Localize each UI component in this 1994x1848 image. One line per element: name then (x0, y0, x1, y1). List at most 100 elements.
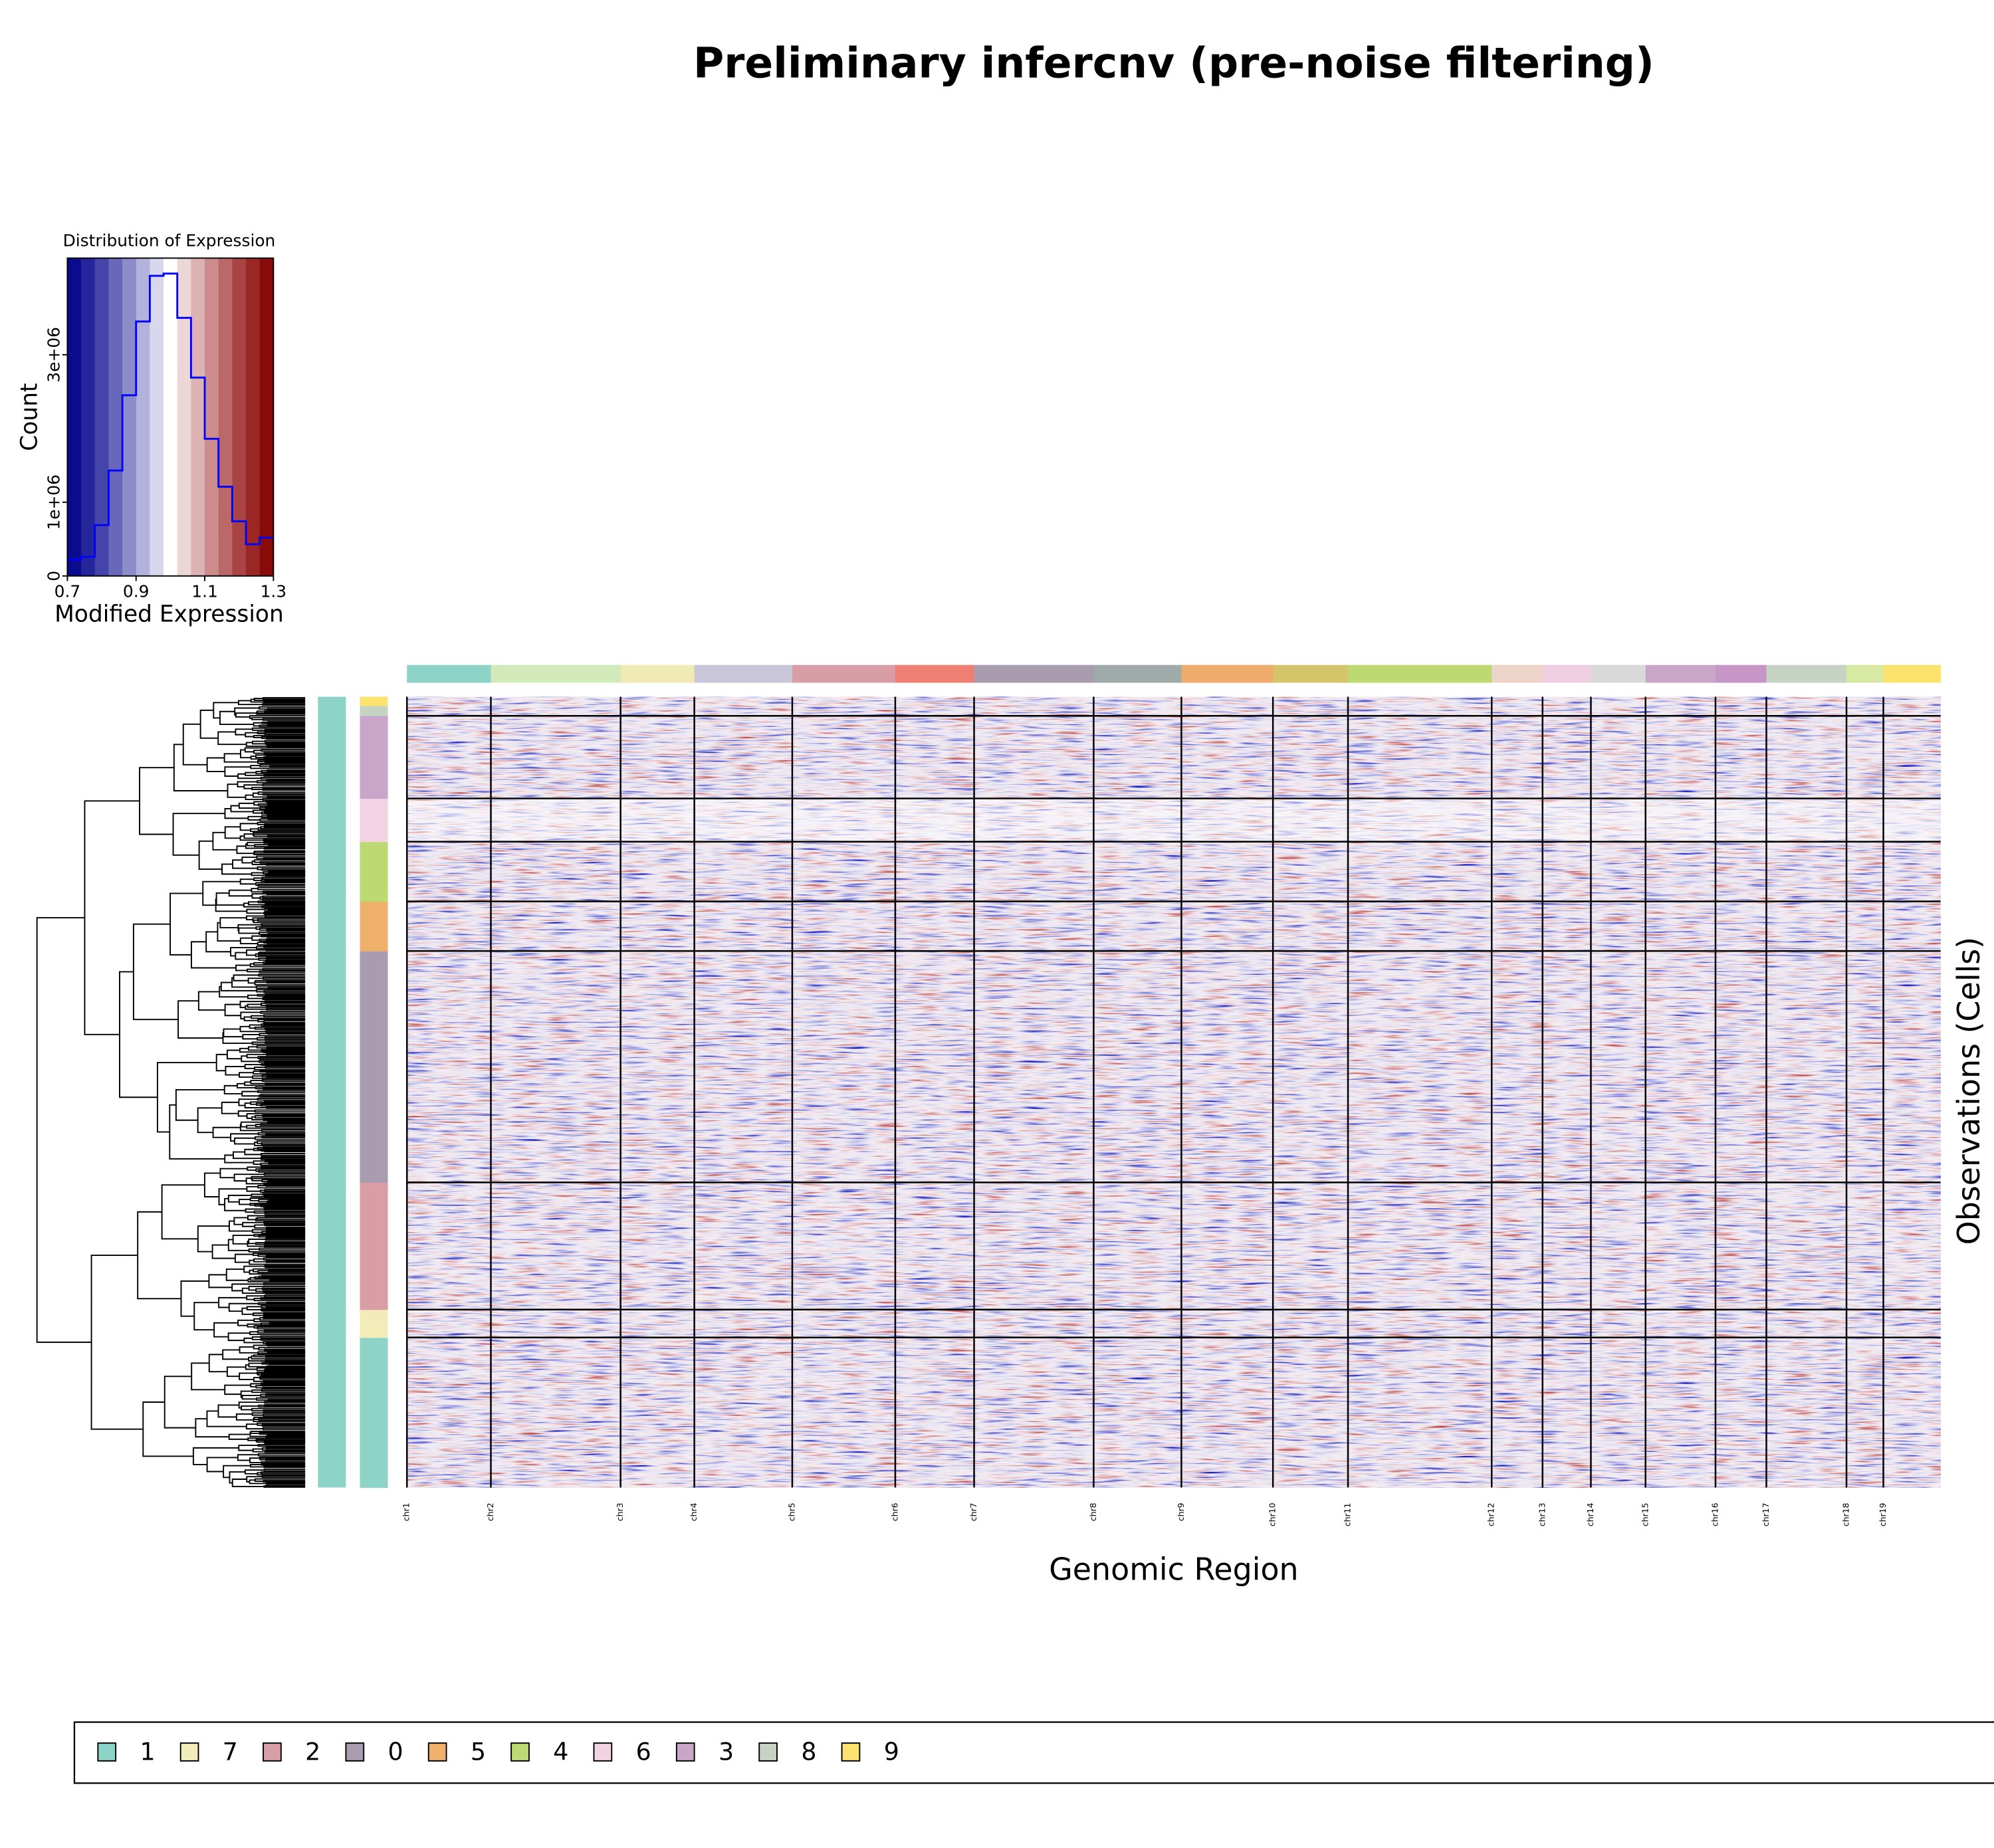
chromosome-bar (407, 665, 492, 683)
chromosome-bar (1715, 665, 1767, 683)
legend-swatch (593, 1742, 613, 1762)
chromosome-bar (1348, 665, 1492, 683)
legend-swatch (345, 1742, 365, 1762)
legend-label: 6 (636, 1737, 651, 1766)
legend-label: 7 (223, 1737, 238, 1766)
x-tick-label: 0.7 (55, 582, 81, 601)
chromosome-label: chr7 (968, 1503, 978, 1522)
chromosome-bar (491, 665, 621, 683)
group-bar (360, 1309, 388, 1338)
color-band (218, 258, 233, 576)
chromosome-label: chr10 (1268, 1502, 1277, 1526)
chromosome-label: chr1 (401, 1503, 411, 1522)
group-bar (360, 798, 388, 843)
legend-swatch (675, 1742, 695, 1762)
legend-label: 5 (471, 1737, 486, 1766)
chromosome-bar (1883, 665, 1941, 683)
legend-swatch (263, 1742, 282, 1762)
color-band (164, 258, 178, 576)
color-band (177, 258, 191, 576)
group-bar (360, 951, 388, 1183)
legend-label: 4 (553, 1737, 568, 1766)
hist-frame (66, 257, 275, 577)
chromosome-bar (895, 665, 975, 683)
color-band (205, 258, 219, 576)
legend-label: 9 (884, 1737, 899, 1766)
color-band (108, 258, 123, 576)
chromosome-label: chr12 (1486, 1503, 1496, 1527)
group-bar (360, 841, 388, 902)
legend-label: 0 (388, 1737, 403, 1766)
hist-title: Distribution of Expression (63, 231, 276, 251)
legend-swatch (97, 1742, 117, 1762)
chromosome-label: chr4 (689, 1502, 699, 1521)
dendrogram (36, 696, 306, 1488)
legend-swatch (179, 1742, 199, 1762)
chromosome-label: chr3 (615, 1503, 625, 1522)
chromosome-bar (1766, 665, 1847, 683)
color-band (94, 258, 109, 576)
color-band (150, 258, 164, 576)
chromosome-label: chr11 (1343, 1503, 1353, 1527)
chromosome-bar (694, 665, 793, 683)
chromosome-label: chr15 (1640, 1503, 1650, 1527)
legend-label: 3 (719, 1737, 734, 1766)
color-band (232, 258, 247, 576)
chromosome-label: chr13 (1537, 1503, 1547, 1527)
chromosome-label: chr16 (1710, 1502, 1719, 1526)
chromosome-bar (1492, 665, 1543, 683)
hist-ylabel: Count (16, 383, 43, 451)
legend-swatch (427, 1742, 447, 1762)
heatmap-ylabel: Observations (Cells) (1951, 937, 1987, 1245)
hist-xlabel: Modified Expression (55, 601, 284, 628)
group-bar (360, 1337, 388, 1489)
y-tick-label: 1e+06 (44, 474, 63, 530)
chromosome-label: chr19 (1878, 1502, 1888, 1526)
color-band (67, 258, 82, 576)
color-band (246, 258, 261, 576)
legend-swatch (758, 1742, 778, 1762)
chromosome-label: chr17 (1761, 1503, 1771, 1527)
chromosome-label: chr6 (889, 1502, 899, 1521)
color-band (259, 258, 274, 576)
legend-swatch (510, 1742, 530, 1762)
chromosome-bar (1591, 665, 1646, 683)
chromosome-label: chr5 (786, 1503, 796, 1522)
group-bar (360, 705, 388, 716)
color-band (191, 258, 205, 576)
heatmap-texture (407, 696, 1941, 1488)
chromosome-label: chr8 (1088, 1502, 1098, 1521)
reference-bar (318, 696, 346, 1488)
group-bar (360, 696, 388, 706)
chromosome-label: chr18 (1841, 1502, 1851, 1526)
chromosome-bar (1645, 665, 1716, 683)
x-tick-label: 1.3 (261, 582, 287, 601)
chromosome-label: chr9 (1176, 1502, 1186, 1521)
color-band (122, 258, 137, 576)
chromosome-bar (792, 665, 896, 683)
x-tick-label: 0.9 (123, 582, 150, 601)
group-bar (360, 1182, 388, 1310)
chromosome-bar (1093, 665, 1182, 683)
legend-box (73, 1721, 1994, 1784)
chromosome-bar (1273, 665, 1349, 683)
legend-label: 1 (140, 1737, 155, 1766)
heatmap-xlabel: Genomic Region (1049, 1551, 1298, 1587)
x-tick-label: 1.1 (191, 582, 218, 601)
group-shade (407, 798, 1941, 842)
chromosome-bar (620, 665, 695, 683)
title: Preliminary infercnv (pre-noise filterin… (693, 39, 1654, 88)
legend-swatch (841, 1742, 861, 1762)
color-band (136, 258, 150, 576)
chromosome-bar (1542, 665, 1592, 683)
chromosome-label: chr14 (1585, 1502, 1595, 1526)
color-band (81, 258, 96, 576)
chromosome-bar (974, 665, 1094, 683)
chromosome-label: chr2 (485, 1503, 495, 1522)
chromosome-bar (1181, 665, 1274, 683)
legend-label: 2 (305, 1737, 320, 1766)
group-bar (360, 901, 388, 952)
y-tick-label: 3e+06 (44, 327, 63, 383)
